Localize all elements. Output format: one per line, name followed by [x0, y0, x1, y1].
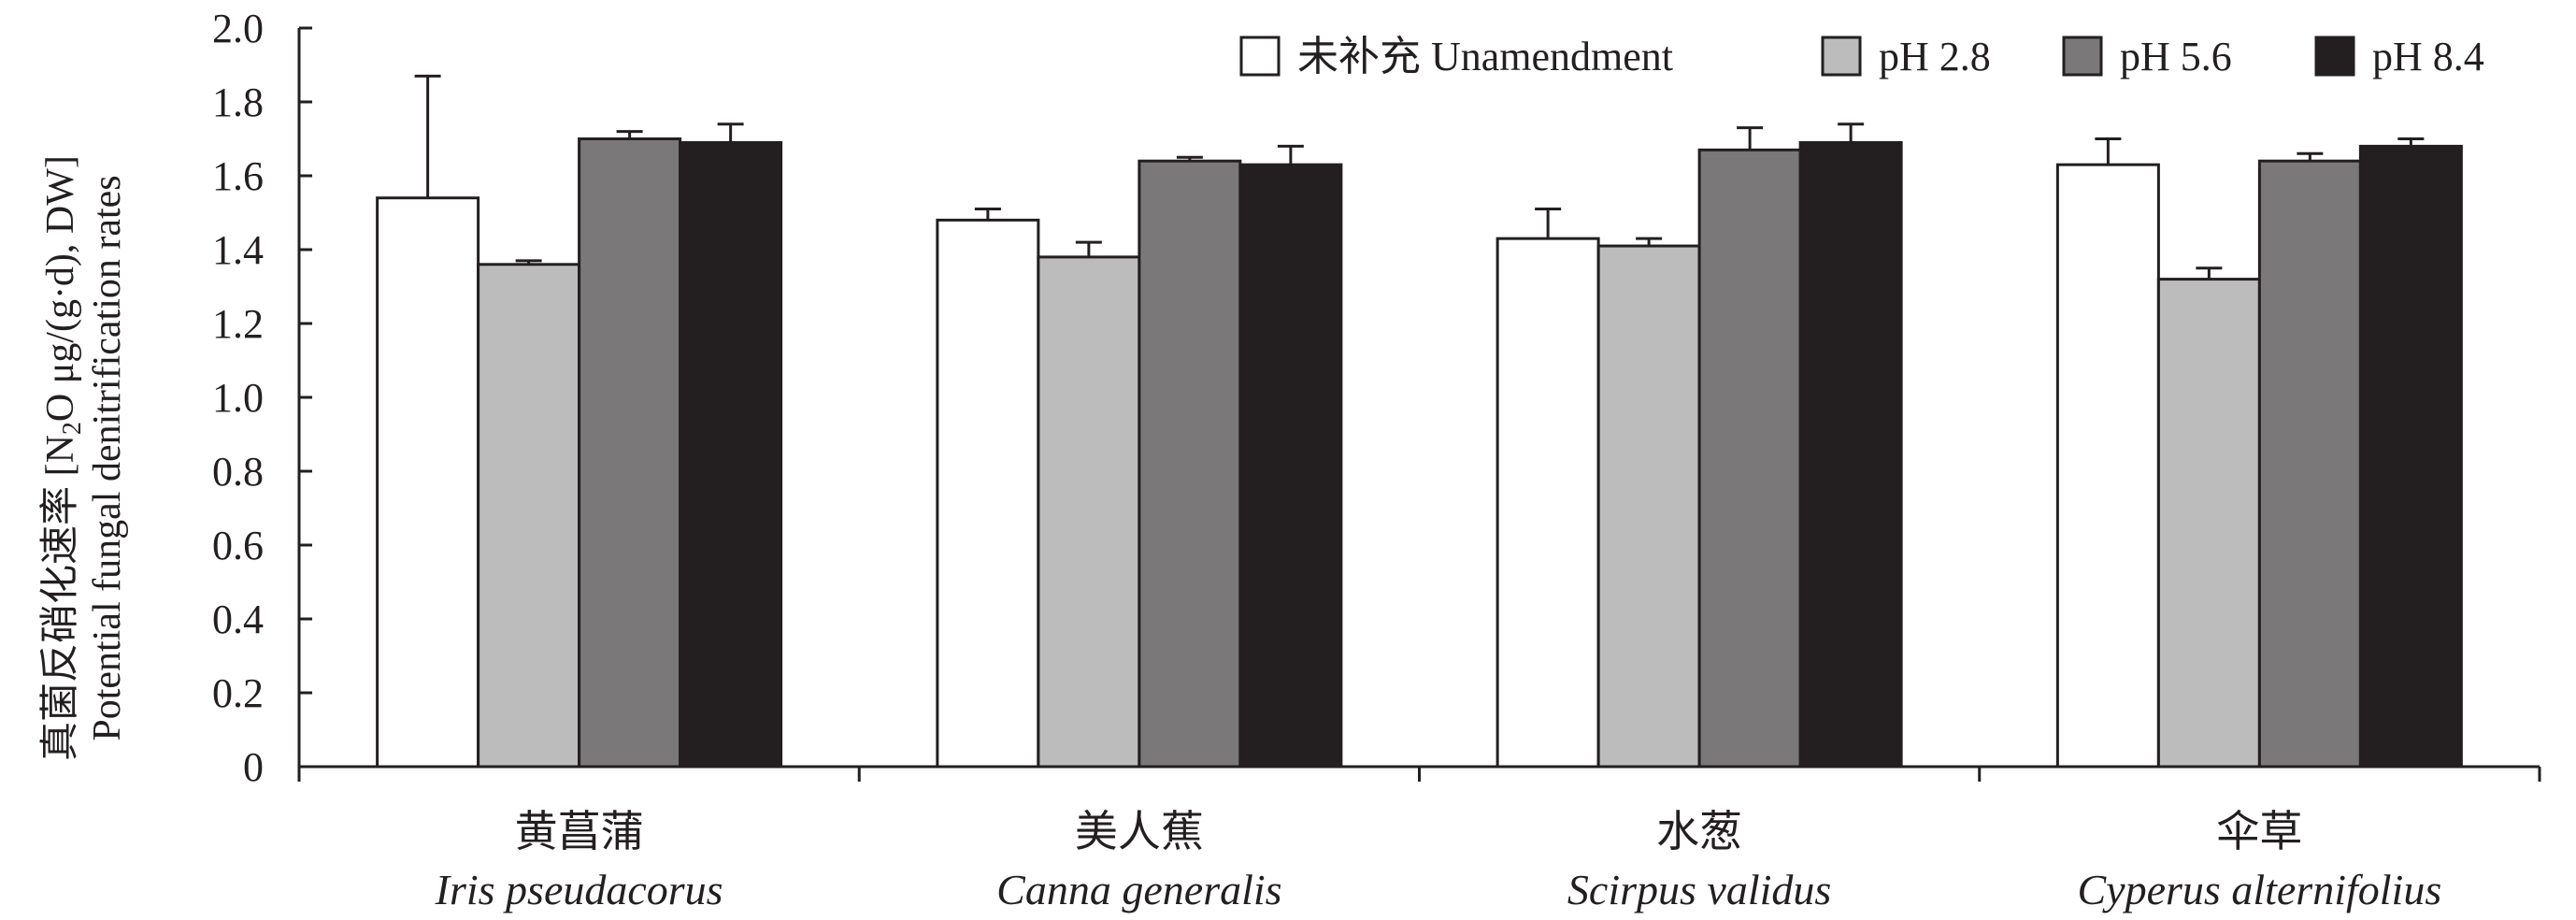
- category-label-en: Scirpus validus: [1567, 866, 1831, 913]
- legend-label: 未补充 Unamendment: [1297, 34, 1673, 79]
- bar: [477, 263, 581, 769]
- category-label-en: Canna generalis: [996, 866, 1281, 913]
- y-axis-label-subscript: 2: [58, 422, 87, 435]
- y-tick-label: 0.4: [212, 597, 264, 642]
- y-tick-label: 1.8: [212, 79, 264, 125]
- bar: [2257, 159, 2362, 769]
- bar: [1596, 244, 1701, 769]
- bar: [1238, 163, 1343, 769]
- y-tick-label: 0.8: [212, 449, 264, 495]
- legend-swatch: [1239, 36, 1281, 77]
- bar: [2358, 144, 2463, 769]
- bar: [679, 140, 783, 769]
- category-label-en: Cyperus alternifolius: [2078, 866, 2442, 913]
- x-axis: [297, 765, 2541, 782]
- legend-swatch: [1821, 36, 1862, 77]
- bars: [376, 137, 2463, 769]
- y-axis-label: 真菌反硝化速率 [N2O μg/(g·d), DW] Potential fun…: [38, 155, 129, 761]
- bar: [376, 196, 480, 769]
- y-tick-label: 0.6: [212, 523, 264, 568]
- category-label-zh: 伞草: [2216, 808, 2302, 855]
- y-tick-label: 0: [243, 744, 264, 790]
- category-label-zh: 黄菖蒲: [515, 808, 644, 855]
- bar: [1496, 237, 1600, 769]
- category-label-zh: 水葱: [1656, 808, 1742, 855]
- y-axis: 0 0.2 0.4 0.6 0.8 1.0 1.2 1.4 1.6 1.8 2.0: [212, 6, 312, 790]
- y-axis-label-line2: Potential fungal denitrification rates: [86, 175, 129, 740]
- y-tick-label: 2.0: [212, 6, 264, 51]
- category-label-zh: 美人蕉: [1075, 808, 1204, 855]
- error-bars: [414, 74, 2425, 280]
- legend: 未补充 Unamendment pH 2.8 pH 5.6 pH 8.4: [1239, 34, 2484, 79]
- legend-swatch: [2062, 36, 2103, 77]
- legend-label: pH 2.8: [1879, 34, 1991, 79]
- category-labels: 黄菖蒲 Iris pseudacorus 美人蕉 Canna generalis 水葱 S…: [435, 808, 2442, 913]
- y-tick-label: 1.0: [212, 375, 264, 421]
- bar: [1697, 148, 1802, 769]
- bar: [1138, 159, 1242, 769]
- bar: [1037, 255, 1141, 769]
- y-tick-label: 0.2: [212, 670, 264, 716]
- y-tick-label: 1.2: [212, 301, 264, 347]
- bar: [578, 137, 682, 769]
- category-label-en: Iris pseudacorus: [435, 866, 723, 913]
- legend-label: pH 8.4: [2372, 34, 2484, 79]
- y-tick-label: 1.6: [212, 153, 264, 199]
- legend-label: pH 5.6: [2120, 34, 2232, 79]
- bar: [1798, 140, 1903, 769]
- bar: [2156, 278, 2261, 769]
- y-axis-label-line1: 真菌反硝化速率 [N2O μg/(g·d), DW]: [38, 155, 87, 761]
- y-tick-label: 1.4: [212, 227, 264, 273]
- legend-swatch: [2314, 36, 2355, 77]
- bar: [2055, 163, 2160, 769]
- bar: [936, 218, 1040, 769]
